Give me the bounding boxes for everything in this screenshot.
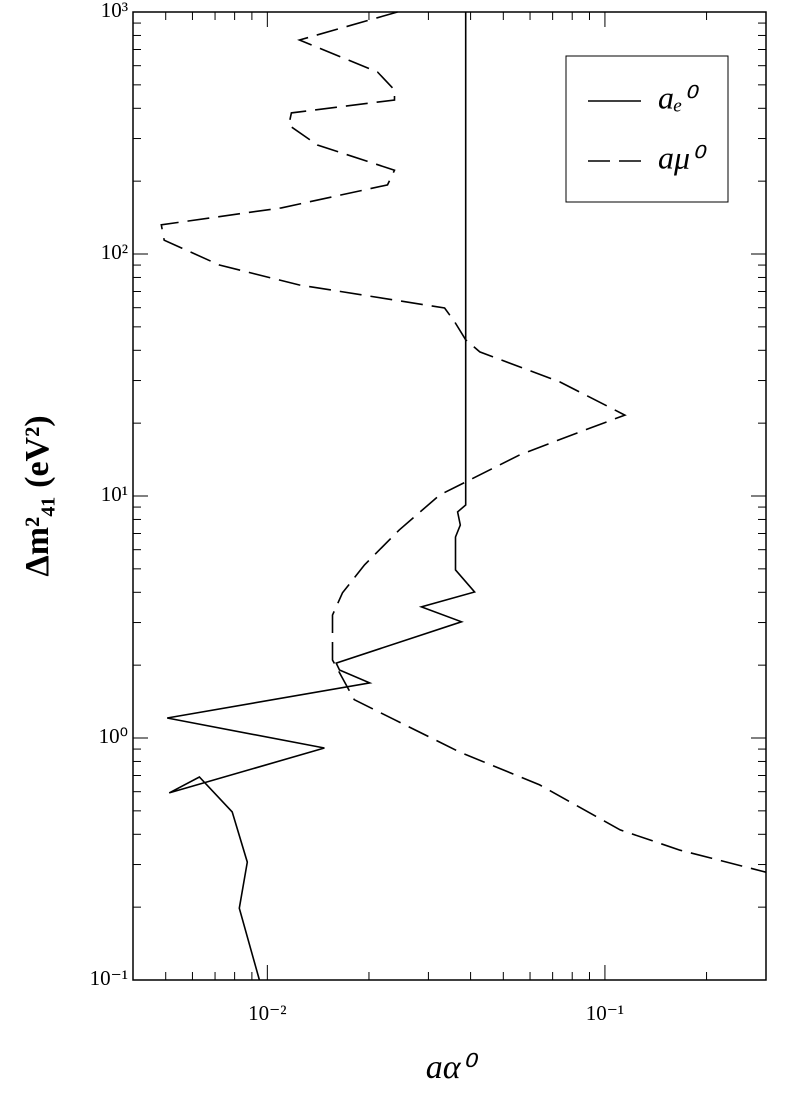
x-tick-label: 10⁻¹	[586, 1001, 624, 1025]
y-tick-label: 10⁰	[99, 724, 128, 748]
y-tick-label: 10³	[101, 0, 128, 22]
data-line	[160, 11, 767, 873]
x-tick-label: 10⁻²	[248, 1001, 286, 1025]
x-axis-label: aα⁰	[426, 1049, 479, 1086]
legend-box	[565, 55, 729, 203]
y-tick-label: 10¹	[101, 482, 128, 506]
y-tick-label: 10⁻¹	[90, 966, 128, 990]
legend-label: aₑ⁰	[658, 79, 699, 115]
data-line	[167, 12, 477, 981]
y-axis-label: Δm²₄₁ (eV²)	[19, 415, 56, 576]
y-tick-label: 10²	[101, 240, 128, 264]
legend-label: aμ⁰	[658, 139, 707, 175]
